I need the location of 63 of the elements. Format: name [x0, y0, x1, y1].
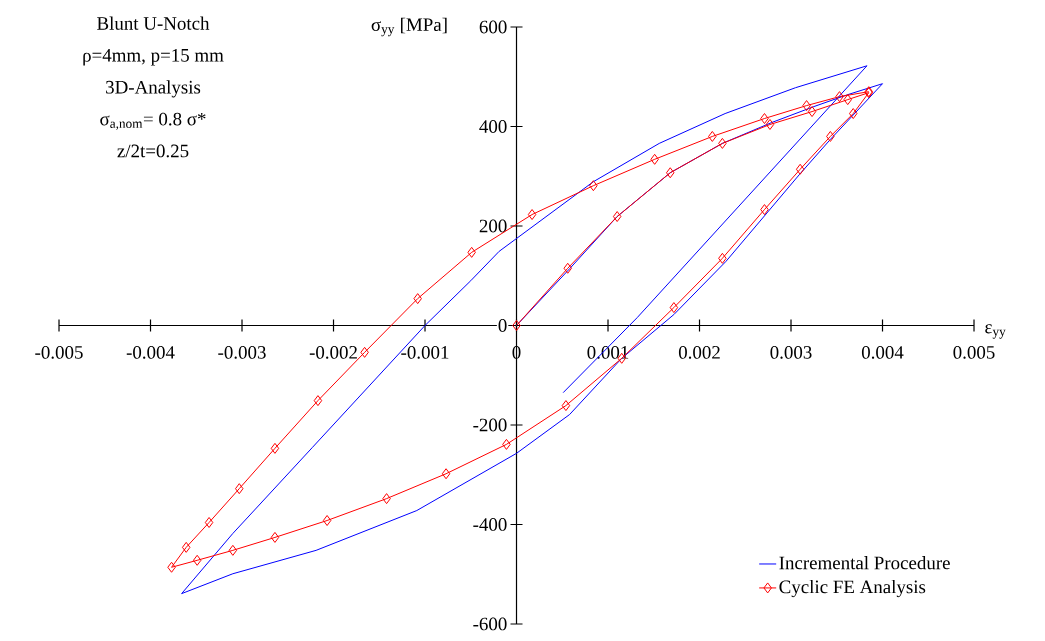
- point: [708, 130, 717, 142]
- point: [270, 442, 280, 454]
- point: [235, 483, 244, 495]
- point: [228, 544, 238, 556]
- point: [718, 252, 727, 264]
- x-tick-label: -0.004: [126, 346, 175, 359]
- annotation: z/2t=0.25: [117, 144, 189, 158]
- point: [835, 91, 844, 103]
- annotation: Blunt U-Notch: [97, 16, 210, 30]
- point: [167, 561, 176, 573]
- point: [760, 113, 769, 125]
- y-tick-label: 400: [479, 120, 507, 133]
- point: [665, 167, 675, 179]
- y-tick-label: -400: [473, 518, 507, 531]
- point: [382, 493, 391, 505]
- legend-label: Incremental Procedure: [779, 556, 950, 570]
- point: [467, 246, 476, 258]
- y-tick-label: 600: [479, 20, 507, 34]
- point: [563, 262, 572, 274]
- y-tick-label: -600: [473, 617, 507, 631]
- point: [650, 153, 659, 165]
- point: [795, 163, 805, 175]
- x-tick-label: -0.005: [35, 346, 83, 359]
- point: [441, 468, 451, 480]
- y-axis-title: σ$_{yy}$ [MPa]: [371, 17, 447, 37]
- point: [192, 554, 202, 566]
- point: [512, 319, 521, 331]
- point: [765, 119, 775, 130]
- point: [322, 515, 332, 527]
- point: [181, 541, 191, 553]
- x-tick-label: -0.003: [218, 346, 266, 359]
- point: [802, 100, 811, 112]
- point: [826, 130, 835, 142]
- point: [760, 204, 769, 216]
- x-axis-title: ε$_{yy}$: [985, 324, 1006, 339]
- x-tick-label: -0.001: [401, 346, 449, 359]
- point: [313, 395, 323, 407]
- point: [204, 517, 214, 528]
- y-tick-label: -200: [473, 418, 507, 432]
- y-tick-label: 200: [479, 219, 507, 233]
- point: [807, 106, 817, 118]
- y-tick-label: 0: [498, 319, 507, 332]
- point: [270, 531, 280, 543]
- point: [669, 302, 679, 314]
- point: [718, 137, 727, 149]
- x-tick-label: -0.002: [309, 346, 357, 359]
- point: [589, 180, 598, 192]
- annotation: ρ=4mm, p=15 mm: [83, 49, 224, 66]
- x-tick-label: 0.003: [770, 346, 812, 359]
- point: [612, 211, 622, 223]
- point: [527, 209, 537, 221]
- legend-label: Cyclic FE Analysis: [779, 579, 926, 598]
- annotation: 3D-Analysis: [106, 80, 201, 98]
- point: [843, 94, 852, 106]
- x-tick-label: 0.004: [861, 346, 904, 359]
- x-tick-label: 0.002: [678, 346, 720, 359]
- point: [561, 400, 571, 412]
- point: [502, 438, 511, 450]
- point: [360, 346, 369, 358]
- x-tick-label: 0.005: [953, 346, 995, 359]
- annotation: σ$_{a,nom}$= 0.8 σ*: [100, 112, 206, 130]
- point: [848, 108, 858, 120]
- point: [413, 293, 422, 305]
